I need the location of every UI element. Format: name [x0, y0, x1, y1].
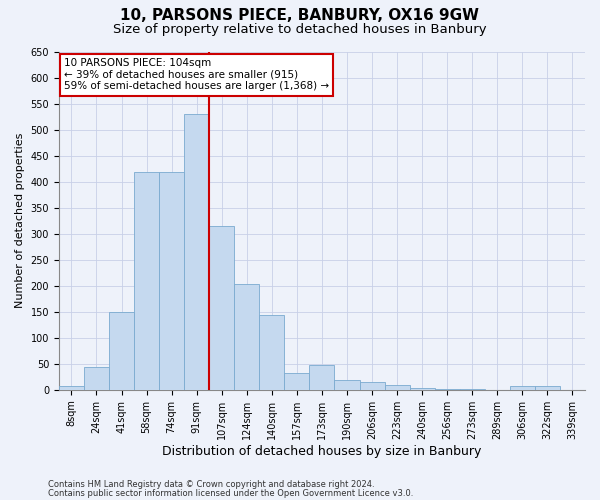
Bar [434, 389, 460, 390]
Text: 10 PARSONS PIECE: 104sqm
← 39% of detached houses are smaller (915)
59% of semi-: 10 PARSONS PIECE: 104sqm ← 39% of detach… [64, 58, 329, 92]
Bar [385, 384, 410, 390]
Bar [159, 172, 184, 390]
Text: 10, PARSONS PIECE, BANBURY, OX16 9GW: 10, PARSONS PIECE, BANBURY, OX16 9GW [121, 8, 479, 22]
Bar [234, 284, 259, 390]
Bar [284, 372, 310, 390]
Bar [259, 316, 284, 390]
Text: Contains public sector information licensed under the Open Government Licence v3: Contains public sector information licen… [48, 488, 413, 498]
Bar [84, 368, 109, 390]
Bar [334, 380, 359, 390]
Bar [510, 386, 535, 390]
Text: Contains HM Land Registry data © Crown copyright and database right 2024.: Contains HM Land Registry data © Crown c… [48, 480, 374, 489]
Bar [359, 382, 385, 390]
Bar [310, 365, 334, 390]
Bar [184, 114, 209, 390]
Bar [410, 388, 434, 390]
X-axis label: Distribution of detached houses by size in Banbury: Distribution of detached houses by size … [162, 444, 482, 458]
Bar [535, 386, 560, 390]
Bar [209, 226, 234, 390]
Y-axis label: Number of detached properties: Number of detached properties [15, 133, 25, 308]
Bar [109, 312, 134, 390]
Bar [59, 386, 84, 390]
Text: Size of property relative to detached houses in Banbury: Size of property relative to detached ho… [113, 22, 487, 36]
Bar [134, 172, 159, 390]
